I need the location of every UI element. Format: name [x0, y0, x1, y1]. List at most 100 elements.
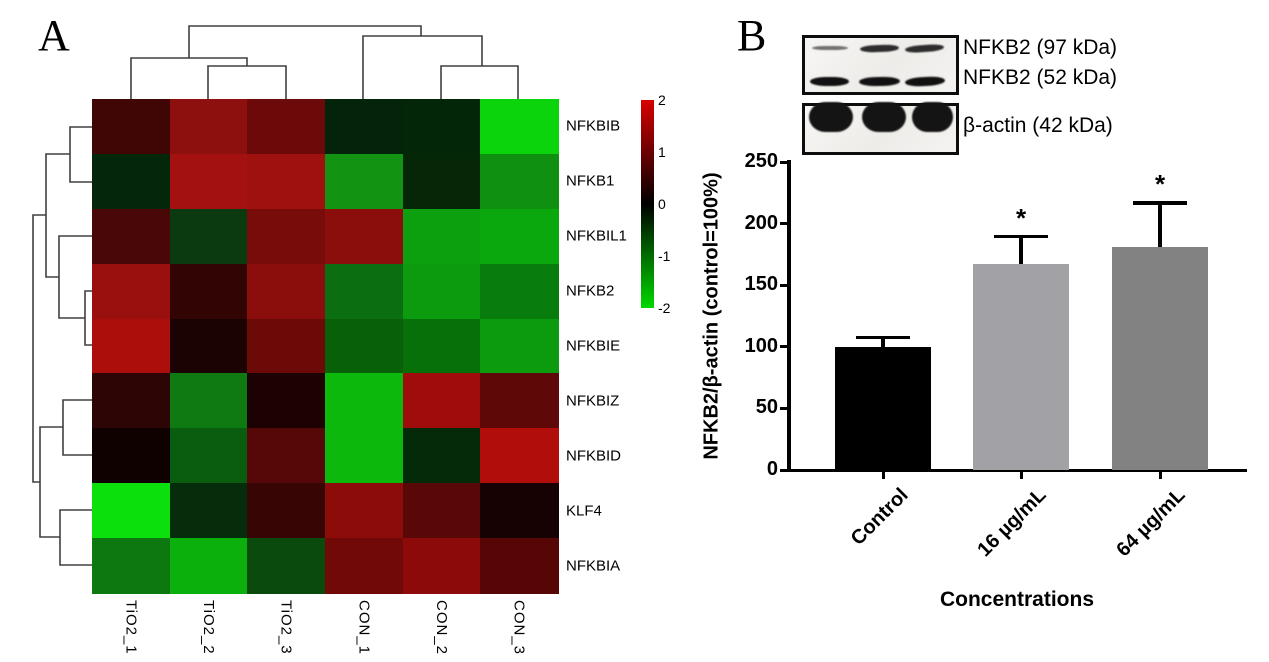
heatmap-cell-NFKBIZ-TiO2_1	[92, 373, 171, 429]
y-tick-250	[780, 160, 789, 164]
row-label-NFKBIA: NFKBIA	[566, 557, 621, 575]
y-tick-label-250: 250	[744, 150, 778, 172]
panel-b-label: B	[737, 11, 767, 60]
heatmap-cell-NFKBIZ-TiO2_2	[169, 373, 248, 429]
heatmap-cell-NFKBIL1-TiO2_3	[247, 208, 326, 265]
heatmap-cell-NFKBIL1-TiO2_1	[92, 208, 171, 265]
heatmap-cell-NFKBIA-CON_3	[480, 538, 559, 594]
heatmap-cell-NFKBIB-CON_2	[402, 99, 481, 155]
row-dendrogram	[32, 126, 92, 566]
colorbar-gradient	[641, 100, 654, 308]
heatmap-cell-NFKBIL1-TiO2_2	[169, 208, 248, 265]
y-tick-label-200: 200	[744, 211, 778, 234]
heatmap-cell-NFKBID-CON_2	[402, 428, 481, 484]
heatmap-cell-NFKB1-TiO2_3	[247, 153, 326, 210]
bar-64 µg/mL	[1112, 247, 1208, 470]
heatmap-cell-KLF4-CON_2	[402, 483, 481, 539]
row-label-NFKBIZ: NFKBIZ	[566, 392, 620, 410]
column-label-TiO2_3: TiO2_3	[277, 600, 295, 655]
blot-band-row2-lane3	[904, 75, 946, 87]
y-tick-200	[780, 222, 789, 226]
heatmap-cell-KLF4-TiO2_2	[169, 483, 248, 539]
x-axis-line	[787, 468, 1247, 472]
y-tick-50	[780, 406, 789, 410]
heatmap-cell-NFKBIZ-CON_1	[325, 373, 404, 429]
column-label-TiO2_1: TiO2_1	[122, 600, 140, 655]
row-label-NFKBIE: NFKBIE	[566, 337, 621, 355]
heatmap-cell-NFKB2-TiO2_1	[92, 263, 171, 320]
y-tick-label-0: 0	[766, 458, 778, 480]
column-label-CON_2: CON_2	[433, 600, 450, 656]
heatmap-cell-NFKB1-CON_2	[402, 153, 481, 210]
blot-label-nfkb2-52: NFKB2 (52 kDa)	[963, 66, 1118, 89]
y-tick-100	[780, 345, 789, 349]
x-tick-3	[1158, 470, 1162, 479]
bar-16 µg/mL	[973, 264, 1069, 470]
blot-band-row3-lane3	[912, 102, 953, 133]
heatmap	[92, 99, 559, 594]
panel-a-label: A	[38, 11, 70, 60]
heatmap-cell-NFKBIZ-TiO2_3	[247, 373, 326, 429]
colorbar-tick-1: 1	[658, 144, 666, 160]
heatmap-cell-NFKBIE-TiO2_3	[247, 318, 326, 375]
heatmap-cell-NFKBIA-TiO2_2	[169, 538, 248, 594]
heatmap-cell-NFKB2-CON_1	[325, 263, 404, 320]
y-tick-150	[780, 283, 789, 287]
column-dendrogram	[130, 25, 519, 99]
significance-star-2: *	[1015, 202, 1027, 233]
heatmap-cell-NFKBID-CON_3	[480, 428, 559, 484]
heatmap-cell-NFKBIL1-CON_1	[325, 208, 404, 265]
x-tick-1	[881, 470, 885, 479]
blot-band-row1-lane2	[859, 44, 900, 53]
error-bar-stem-3	[1158, 201, 1162, 247]
blot-band-row3-lane2	[862, 102, 906, 133]
error-bar-stem-1	[881, 335, 885, 347]
error-bar-stem-2	[1019, 234, 1023, 265]
heatmap-cell-NFKBIA-CON_2	[402, 538, 481, 594]
column-label-CON_3: CON_3	[510, 600, 528, 656]
heatmap-cell-NFKBID-TiO2_1	[92, 428, 171, 484]
heatmap-cell-NFKB1-CON_1	[325, 153, 404, 210]
heatmap-cell-NFKBIA-CON_1	[325, 538, 404, 594]
column-label-CON_1: CON_1	[355, 600, 373, 656]
heatmap-cell-NFKBIE-CON_3	[480, 318, 559, 375]
heatmap-cell-NFKB1-CON_3	[480, 153, 559, 210]
blot-band-row1-lane3	[904, 43, 945, 54]
column-label-TiO2_2: TiO2_2	[200, 600, 217, 655]
heatmap-cell-NFKB1-TiO2_1	[92, 153, 171, 210]
heatmap-cell-NFKBIB-CON_3	[480, 99, 559, 155]
bar-Control	[835, 346, 931, 470]
heatmap-cell-NFKBIZ-CON_3	[480, 373, 559, 429]
heatmap-cell-NFKBID-CON_1	[325, 428, 404, 484]
heatmap-cell-NFKBIE-TiO2_1	[92, 318, 171, 375]
heatmap-cell-NFKBIB-TiO2_2	[169, 99, 248, 155]
heatmap-cell-NFKB2-CON_2	[402, 263, 481, 320]
blot-label-nfkb2-97: NFKB2 (97 kDa)	[963, 36, 1118, 59]
colorbar-tick--1: -1	[658, 248, 671, 264]
row-label-NFKB2: NFKB2	[566, 282, 615, 300]
error-bar-cap-3	[1133, 201, 1187, 205]
blot-band-row3-lane1	[809, 102, 853, 133]
heatmap-cell-KLF4-CON_1	[325, 483, 404, 539]
heatmap-cell-NFKBIA-TiO2_3	[247, 538, 326, 594]
heatmap-cell-NFKBID-TiO2_3	[247, 428, 326, 484]
colorbar-tick-0: 0	[658, 196, 666, 212]
error-bar-cap-1	[856, 335, 910, 340]
heatmap-cell-NFKBIB-TiO2_3	[247, 99, 326, 155]
x-axis-title: Concentrations	[939, 588, 1094, 611]
row-label-NFKBIL1: NFKBIL1	[566, 227, 627, 245]
heatmap-cell-NFKBIZ-CON_2	[402, 373, 481, 429]
y-axis-line	[787, 160, 791, 472]
y-axis-title: NFKB2/β-actin (control=100%)	[700, 172, 723, 460]
heatmap-cell-NFKBID-TiO2_2	[169, 428, 248, 484]
heatmap-cell-KLF4-TiO2_3	[247, 483, 326, 539]
heatmap-cell-KLF4-TiO2_1	[92, 483, 171, 539]
row-label-NFKB1: NFKB1	[566, 172, 615, 190]
heatmap-cell-NFKB1-TiO2_2	[169, 153, 248, 210]
significance-star-3: *	[1154, 169, 1166, 200]
western-blot-nfkb2	[802, 35, 959, 95]
y-tick-0	[780, 468, 789, 472]
heatmap-cell-NFKB2-TiO2_3	[247, 263, 326, 320]
heatmap-cell-NFKBIB-TiO2_1	[92, 99, 171, 155]
